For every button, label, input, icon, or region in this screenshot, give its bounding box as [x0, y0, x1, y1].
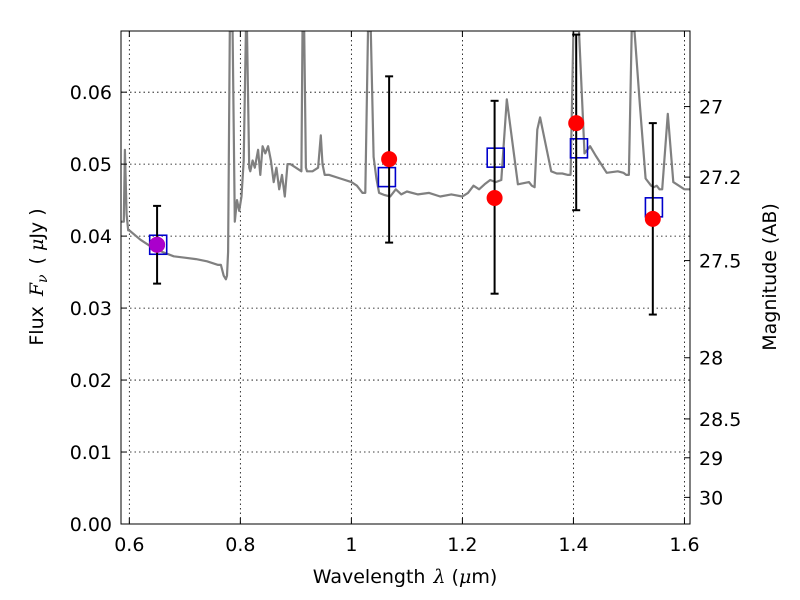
y-axis-ticks: 0.00 0.01 0.02 0.03 0.04 0.05 0.06	[70, 82, 127, 536]
y-tick-label: 0.02	[70, 370, 112, 392]
y-tick-label: 0.04	[70, 226, 112, 248]
y-axis-label-sub: ν	[35, 274, 51, 283]
y-axis-label-unit-open: (	[26, 257, 48, 264]
right-tick-label: 28	[699, 348, 723, 370]
y-tick-label: 0.00	[70, 514, 112, 536]
y-tick-label: 0.01	[70, 442, 112, 464]
x-tick-label: 1.4	[558, 534, 588, 556]
x-tick-label: 1.2	[447, 534, 477, 556]
plot-area	[121, 31, 690, 316]
y-tick-label: 0.06	[70, 82, 112, 104]
model-photometry-square	[486, 147, 506, 168]
y-axis-label: Flux Fν ( μJy )	[26, 208, 51, 345]
y-tick-label: 0.03	[70, 298, 112, 320]
observed-point	[381, 151, 398, 168]
right-tick-label: 27.5	[699, 251, 741, 273]
right-tick-label: 30	[699, 487, 723, 509]
x-tick-label: 1.6	[669, 534, 699, 556]
observed-point	[644, 210, 661, 227]
model-photometry-square	[569, 138, 589, 159]
right-tick-label: 27	[699, 97, 723, 119]
x-axis-label-symbol: λ	[432, 566, 445, 588]
observed-point-overlap	[149, 236, 166, 253]
plot-frame	[120, 30, 691, 525]
sed-spectrum-line	[121, 31, 690, 281]
right-tick-label: 28.5	[699, 409, 741, 431]
x-tick-label: 0.6	[114, 534, 144, 556]
y-axis-label-text: Flux	[26, 306, 48, 346]
y-axis-label-symbol: F	[26, 282, 48, 297]
x-axis-ticks: 0.6 0.8 1 1.2 1.4 1.6	[114, 31, 700, 556]
right-axis-label: Magnitude (AB)	[759, 203, 781, 351]
x-axis-label-text: Wavelength	[313, 566, 426, 588]
y-axis-label-unit-rest: Jy )	[26, 208, 48, 239]
right-axis-ticks: 27 27.2 27.5 28 28.5 29 30	[684, 97, 741, 509]
grid-lines	[121, 31, 690, 525]
observed-point	[568, 115, 585, 132]
x-tick-label: 0.8	[225, 534, 255, 556]
right-tick-label: 29	[699, 448, 723, 470]
x-axis-label-unit-open: (	[452, 566, 459, 588]
observed-point	[486, 189, 503, 206]
model-photometry-square	[377, 166, 397, 188]
right-tick-label: 27.2	[699, 167, 741, 189]
x-axis-label-unit-rest: m)	[471, 566, 497, 588]
x-axis-label-unit-mu: μ	[459, 566, 471, 588]
y-axis-label-unit-mu: μ	[26, 239, 48, 251]
x-tick-label: 1	[345, 534, 357, 556]
y-tick-label: 0.05	[70, 154, 112, 176]
x-axis-label: Wavelength λ (μm)	[313, 566, 497, 588]
